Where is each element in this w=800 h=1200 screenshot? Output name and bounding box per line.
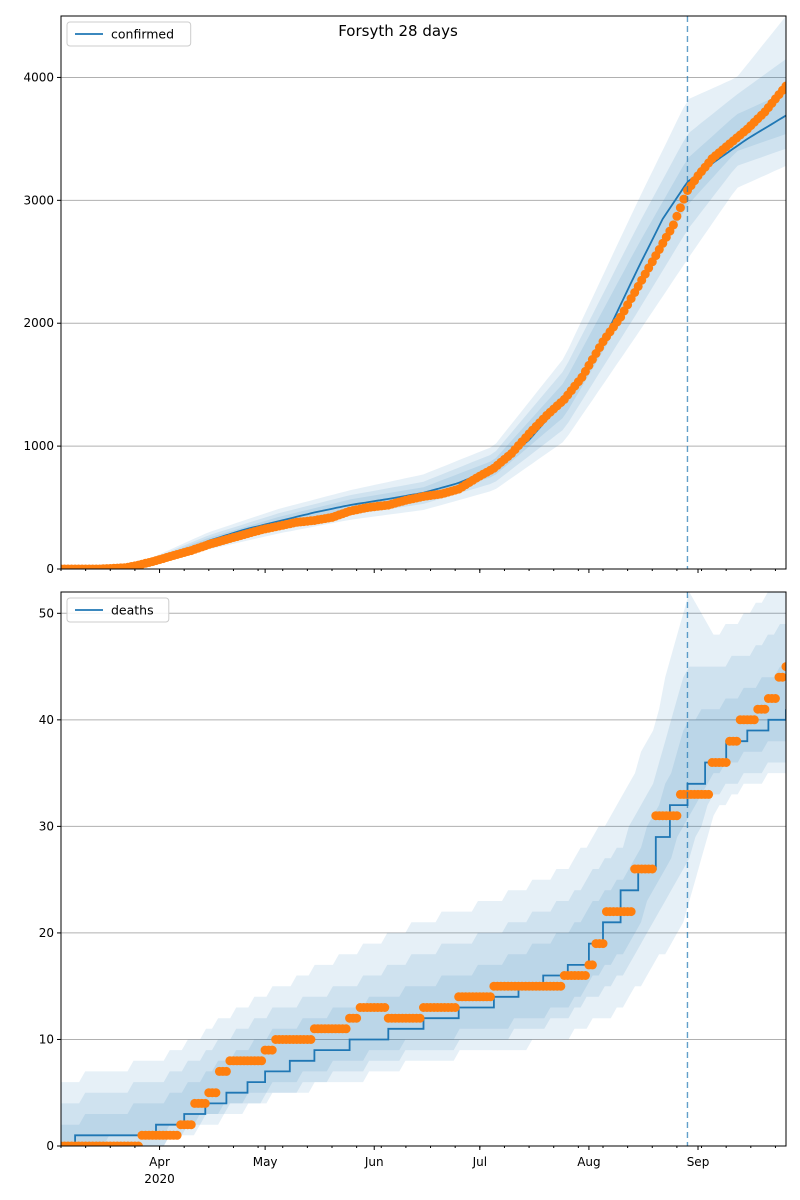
x-tick-label: Jun [364, 1155, 384, 1169]
y-tick-label: 10 [39, 1032, 54, 1046]
observed-point [380, 1003, 390, 1012]
y-tick-label: 1000 [23, 439, 54, 453]
observed-point [450, 1003, 460, 1012]
uncertainty-band [61, 16, 786, 569]
axes-frame [60, 591, 787, 1147]
y-tick-label: 0 [46, 1139, 54, 1153]
uncertainty-band [61, 92, 786, 569]
legend: confirmed [66, 21, 192, 47]
observed-point [556, 981, 566, 991]
observed-point [172, 1130, 182, 1140]
uncertainty-band [61, 592, 786, 1146]
x-year-label: 2020 [144, 1172, 175, 1186]
observed-point [133, 1141, 143, 1146]
legend-box [66, 21, 192, 47]
x-tick-label: Sep [687, 1155, 710, 1169]
observed-point [415, 1013, 425, 1023]
y-tick-label: 50 [39, 606, 54, 620]
observed-point [781, 662, 786, 672]
observed-point [781, 81, 786, 91]
y-tick-label: 2000 [23, 316, 54, 330]
legend-label: confirmed [111, 27, 174, 42]
observed-point [770, 694, 780, 703]
observed-point [672, 211, 682, 221]
observed-point [341, 1024, 351, 1034]
plot-area [61, 592, 786, 1146]
y-tick-label: 3000 [23, 193, 54, 207]
observed-point [647, 864, 657, 874]
observed-point [778, 672, 786, 682]
y-tick-label: 4000 [23, 70, 54, 84]
observed-point [760, 704, 770, 714]
y-tick-label: 30 [39, 819, 54, 833]
uncertainty-band [61, 666, 786, 1146]
plot-area [61, 16, 786, 569]
axes-frame [60, 15, 787, 570]
observed-point [587, 960, 597, 970]
observed-point [721, 758, 731, 767]
observed-point [598, 939, 608, 949]
legend-box [66, 597, 170, 623]
observed-point [352, 1013, 362, 1023]
observed-point [186, 1120, 196, 1130]
observed-point [200, 1098, 210, 1108]
x-tick-label: Jul [472, 1155, 487, 1169]
observed-point [704, 789, 714, 799]
y-tick-label: 20 [39, 926, 54, 940]
observed-point [668, 220, 678, 230]
uncertainty-band [61, 624, 786, 1146]
x-tick-label: May [253, 1155, 278, 1169]
x-tick-label: Apr [149, 1155, 170, 1169]
observed-point [267, 1045, 277, 1055]
observed-point [580, 971, 590, 980]
chart-title: Forsyth 28 days [338, 22, 458, 40]
legend-label: deaths [111, 603, 154, 618]
observed-point [221, 1066, 231, 1076]
observed-point [485, 992, 495, 1002]
deaths-panel: 0 10 20 30 40 50 Apr 2020 May Jun Jul Aug Sep deaths [39, 591, 787, 1186]
confirmed-panel: 0 1000 2000 3000 4000 confirmed [23, 15, 787, 576]
legend: deaths [66, 597, 170, 623]
observed-point [626, 907, 636, 917]
observed-point [679, 194, 689, 204]
observed-point [306, 1035, 316, 1044]
x-tick-label: Aug [577, 1155, 600, 1169]
y-tick-label: 40 [39, 713, 54, 727]
observed-point [749, 715, 759, 725]
observed-point [732, 736, 742, 746]
observed-point [675, 203, 685, 213]
model-line [61, 709, 786, 1146]
observed-point [211, 1088, 221, 1098]
y-tick-label: 0 [46, 562, 54, 576]
observed-point [672, 811, 682, 821]
observed-point [257, 1056, 267, 1066]
